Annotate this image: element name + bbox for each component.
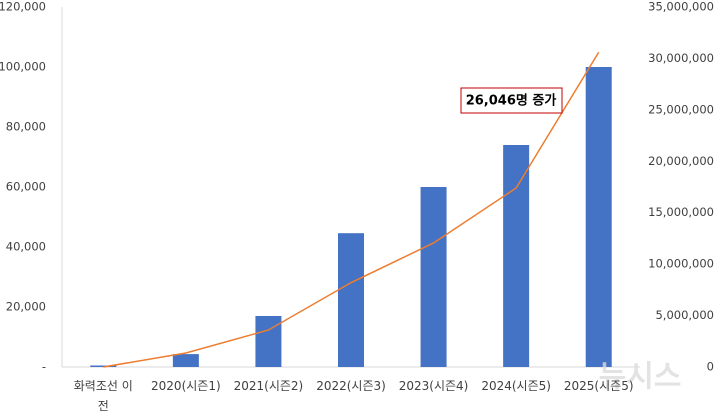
x-tick-label: 2025(시즌5) [563,379,634,393]
bar [585,67,612,367]
annotation-box [460,87,563,114]
x-tick-label: 2021(시즌2) [233,379,304,393]
bar [255,316,282,367]
y2-tick-label: 10,000,000 [648,257,714,271]
bar [420,187,447,367]
y-tick-label: - [42,360,46,374]
x-tick-label: 화력조선 이전 [73,379,133,413]
y-tick-label: 100,000 [0,60,46,74]
line [103,51,600,368]
y-tick-label: 60,000 [6,180,46,194]
y2-tick-label: 0 [707,360,714,374]
y2-tick-label: 20,000,000 [648,154,714,168]
y-tick-label: 80,000 [6,120,46,134]
x-tick-label: 2020(시즌1) [151,379,221,393]
annotation: 26,046명 증가 [466,93,557,109]
y2-tick-label: 5,000,000 [655,308,714,322]
bar [503,145,530,367]
x-tick-label: 2023(시즌4) [398,379,469,393]
x-tick-label: 2024(시즌5) [481,379,551,393]
bar [338,233,364,367]
x-tick-label: 2022(시즌3) [316,379,386,393]
y2-tick-label: 15,000,000 [648,205,714,219]
y-tick-label: 120,000 [0,0,46,14]
y-tick-label: 40,000 [6,240,46,254]
y2-tick-label: 25,000,000 [648,102,714,116]
bar [172,354,199,367]
watermark: 뉴시스 [599,360,682,395]
y2-tick-label: 35,000,000 [648,0,714,14]
y2-tick-label: 30,000,000 [648,51,714,65]
y-tick-label: 20,000 [6,300,46,314]
